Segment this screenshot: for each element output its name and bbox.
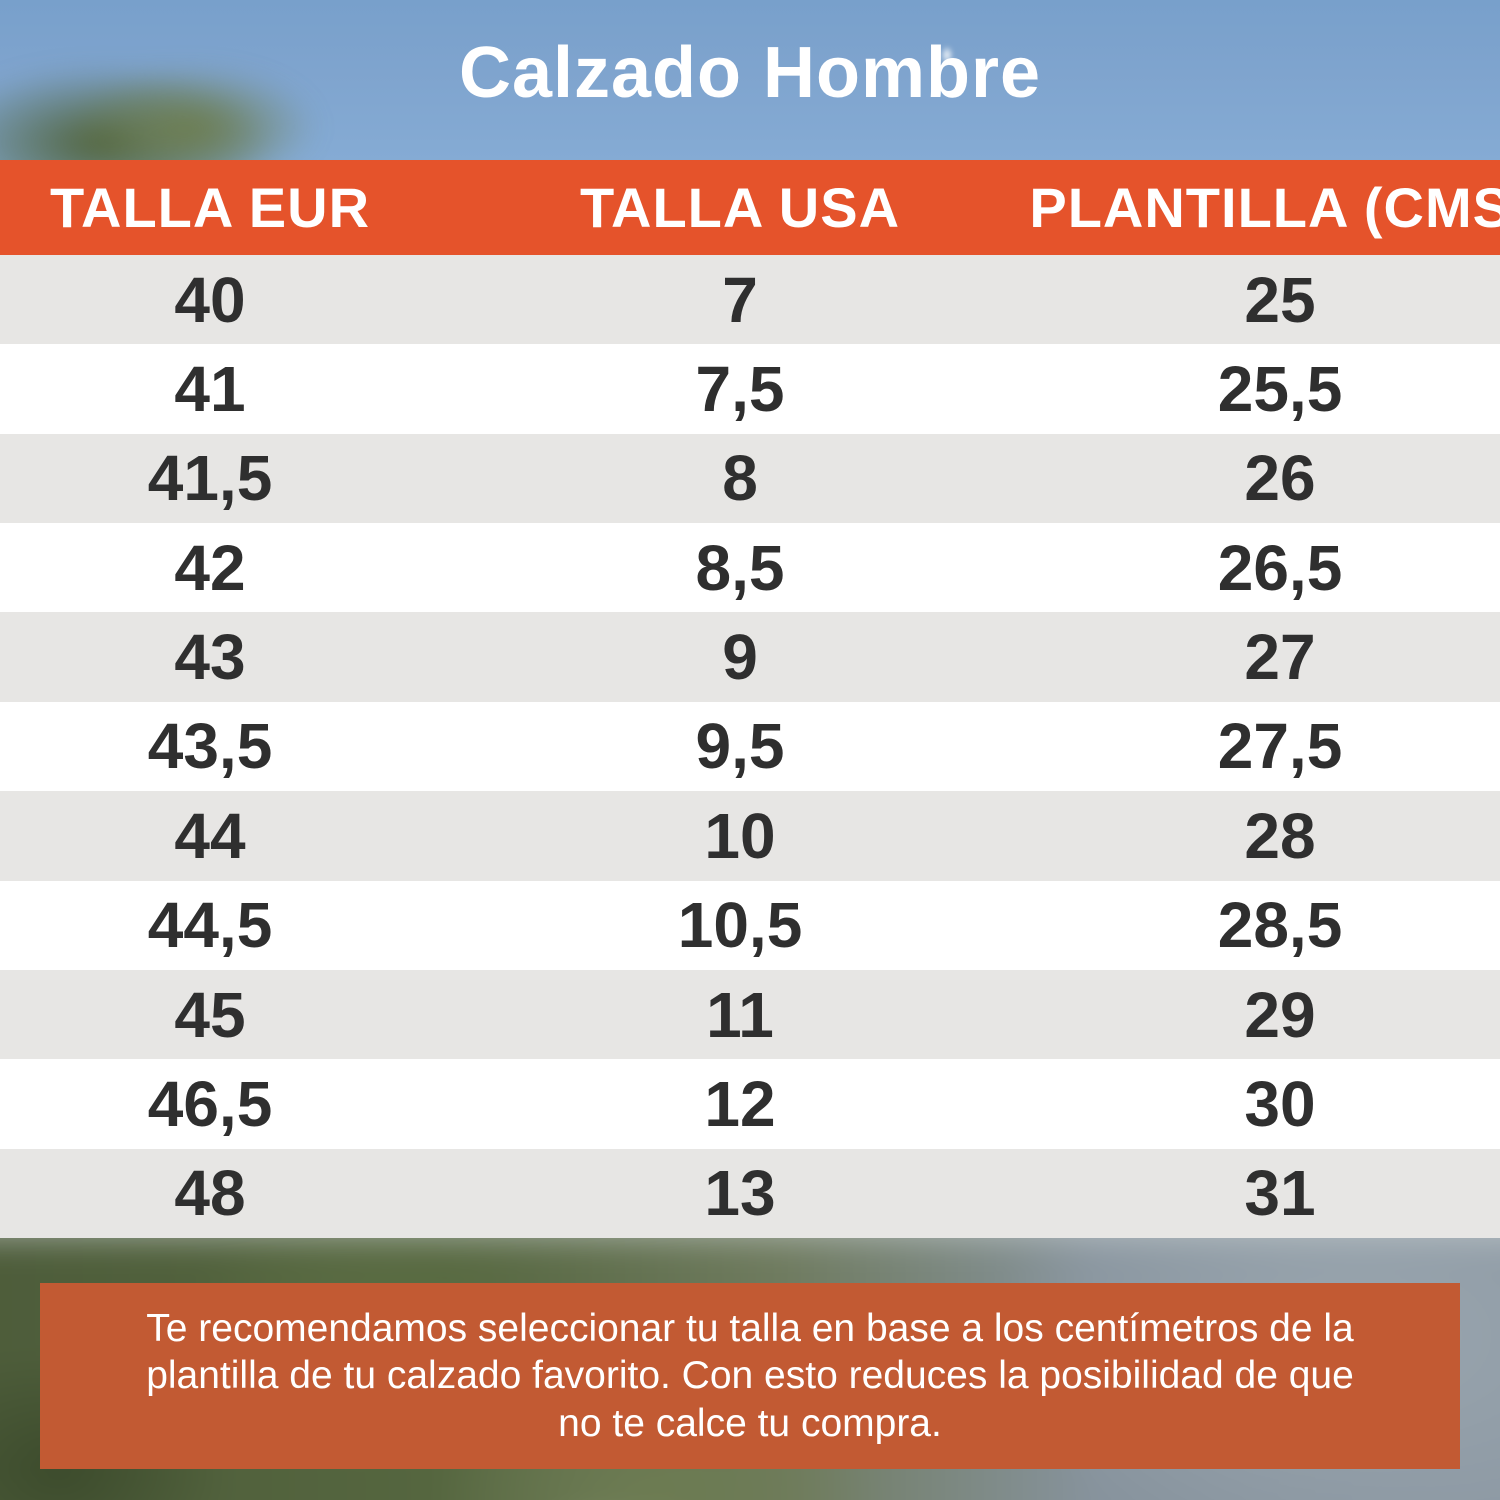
table-row: 43 9 27 <box>0 612 1500 702</box>
table-row: 44 10 28 <box>0 791 1500 881</box>
cell-talla-eur: 41 <box>174 353 246 426</box>
table-row: 48 13 31 <box>0 1148 1500 1238</box>
table-row: 42 8,5 26,5 <box>0 523 1500 613</box>
page-title: Calzado Hombre <box>458 33 1042 113</box>
cell-talla-eur: 43 <box>174 621 246 694</box>
size-table-body: 40 7 25 41 7,5 25,5 41,5 8 26 42 8,5 26,… <box>0 255 1500 1238</box>
table-row: 41,5 8 26 <box>0 433 1500 524</box>
cell-plantilla-cms: 31 <box>1244 1157 1316 1230</box>
cell-talla-eur: 43,5 <box>147 710 273 783</box>
cell-plantilla-cms: 26,5 <box>1217 531 1343 604</box>
cell-talla-eur: 44 <box>174 799 246 872</box>
table-header-row: TALLA EUR TALLA USA PLANTILLA (CMS) <box>0 160 1500 255</box>
cell-talla-eur: 41,5 <box>147 442 273 515</box>
table-row: 46,5 12 30 <box>0 1059 1500 1149</box>
cell-talla-eur: 40 <box>174 263 246 336</box>
cell-talla-eur: 45 <box>174 978 246 1051</box>
column-header-plantilla-cms: PLANTILLA (CMS) <box>1029 176 1500 239</box>
cell-talla-usa: 7 <box>722 263 758 336</box>
cell-talla-usa: 9,5 <box>695 710 785 783</box>
cell-plantilla-cms: 27 <box>1244 621 1316 694</box>
column-header-talla-eur: TALLA EUR <box>49 176 371 239</box>
table-row: 43,5 9,5 27,5 <box>0 701 1500 792</box>
footer-photo-background: Te recomendamos seleccionar tu talla en … <box>0 1238 1500 1500</box>
cell-talla-eur: 42 <box>174 531 246 604</box>
cell-talla-usa: 9 <box>722 621 758 694</box>
note-text: Te recomendamos seleccionar tu talla en … <box>146 1306 1354 1445</box>
cell-talla-usa: 11 <box>706 978 774 1051</box>
tree-foliage-image <box>0 55 350 160</box>
cell-plantilla-cms: 25 <box>1244 263 1316 336</box>
cell-plantilla-cms: 30 <box>1244 1067 1316 1140</box>
cell-talla-eur: 48 <box>174 1157 246 1230</box>
cell-talla-usa: 8 <box>722 442 758 515</box>
table-row: 45 11 29 <box>0 969 1500 1060</box>
table-row: 44,5 10,5 28,5 <box>0 880 1500 970</box>
cell-talla-usa: 8,5 <box>695 531 785 604</box>
cell-plantilla-cms: 26 <box>1244 442 1316 515</box>
column-header-talla-usa: TALLA USA <box>579 176 901 239</box>
cell-talla-usa: 13 <box>704 1157 776 1230</box>
cell-talla-eur: 44,5 <box>147 889 273 962</box>
table-row: 40 7 25 <box>0 255 1500 345</box>
cell-talla-eur: 46,5 <box>147 1067 273 1140</box>
cell-talla-usa: 10 <box>704 799 776 872</box>
cell-plantilla-cms: 25,5 <box>1217 353 1343 426</box>
cell-plantilla-cms: 29 <box>1244 978 1316 1051</box>
recommendation-note: Te recomendamos seleccionar tu talla en … <box>40 1283 1460 1469</box>
cell-talla-usa: 12 <box>704 1067 776 1140</box>
table-row: 41 7,5 25,5 <box>0 344 1500 434</box>
cell-talla-usa: 7,5 <box>695 353 785 426</box>
header-photo-background: Calzado Hombre <box>0 0 1500 160</box>
cell-plantilla-cms: 27,5 <box>1217 710 1343 783</box>
cell-talla-usa: 10,5 <box>677 889 803 962</box>
sky-highlight <box>938 42 956 68</box>
cell-plantilla-cms: 28,5 <box>1217 889 1343 962</box>
cell-plantilla-cms: 28 <box>1244 799 1316 872</box>
